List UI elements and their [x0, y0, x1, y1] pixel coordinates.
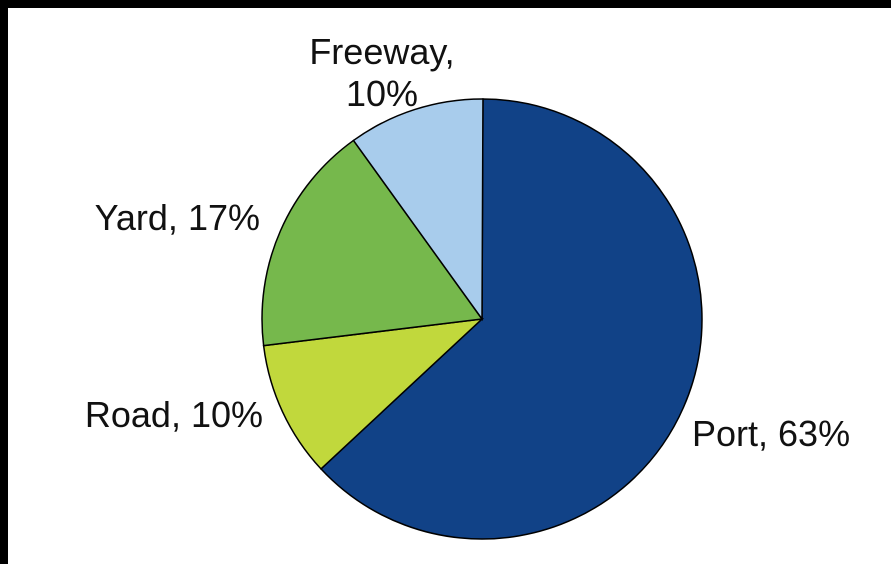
pie-label-freeway: Freeway, 10% — [309, 31, 454, 114]
pie-slice-yard — [261, 139, 484, 347]
pie-slice-freeway — [352, 98, 484, 322]
pie-label-port: Port, 63% — [692, 413, 850, 454]
pie-label-road: Road, 10% — [85, 394, 263, 435]
pie-slice-road — [262, 317, 485, 470]
pie-label-yard: Yard, 17% — [95, 197, 260, 238]
pie-slice-port — [319, 98, 703, 540]
pie-slices — [261, 98, 703, 540]
pie-labels: Port, 63% Road, 10% Yard, 17% Freeway, 10% — [85, 31, 850, 454]
